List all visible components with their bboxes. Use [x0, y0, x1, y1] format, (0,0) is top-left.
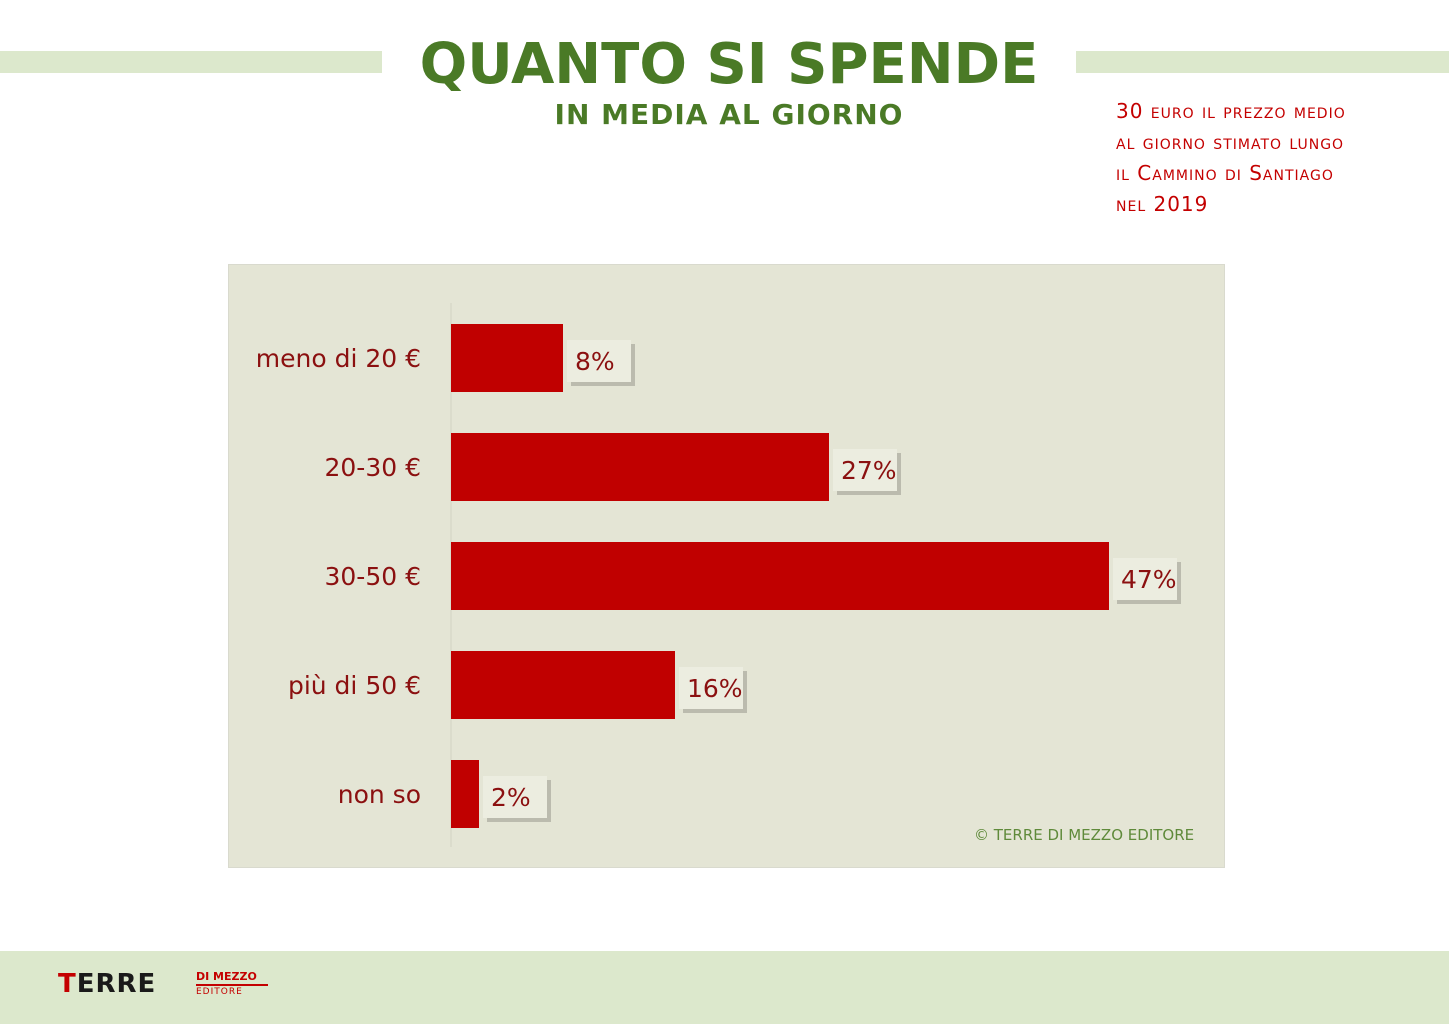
side-note-line-2: al giorno stimato lungo	[1116, 130, 1345, 154]
value-label: 8%	[575, 347, 615, 376]
logo-rest-letters: ERRE	[76, 969, 157, 999]
header-band-right	[1076, 51, 1449, 73]
side-note: 30 euro il prezzo medio al giorno stimat…	[1116, 96, 1436, 220]
category-label: non so	[338, 780, 421, 809]
page-title: QUANTO SI SPENDE	[419, 32, 1039, 97]
publisher-logo: TERRE DI MEZZO EDITORE	[58, 968, 278, 1000]
category-label: meno di 20 €	[256, 344, 421, 373]
category-label: più di 50 €	[288, 671, 421, 700]
side-note-line-1: 30 euro il prezzo medio	[1116, 99, 1346, 123]
value-label: 2%	[491, 783, 531, 812]
value-label: 16%	[687, 674, 743, 703]
side-note-line-3: il Cammino di Santiago	[1116, 161, 1334, 185]
value-label-box	[833, 449, 897, 491]
bar	[451, 651, 675, 719]
value-label-box	[567, 340, 631, 382]
bar-chart: meno di 20 € 8% 20-30 € 27% 30-50 € 47% più di…	[256, 303, 1181, 847]
logo-bar	[196, 984, 268, 986]
value-label-box	[1113, 558, 1177, 600]
bar	[451, 324, 563, 392]
value-label-box	[679, 667, 743, 709]
bar	[451, 433, 829, 501]
logo-wordmark: TERRE	[58, 969, 156, 999]
header-band-left	[0, 51, 382, 73]
value-label: 47%	[1121, 565, 1177, 594]
bar	[451, 542, 1109, 610]
bar	[451, 760, 479, 828]
footer-band	[0, 951, 1449, 1024]
logo-top-text: DI MEZZO	[196, 970, 257, 983]
logo-bottom-text: EDITORE	[196, 987, 243, 997]
chart-credit: © TERRE DI MEZZO EDITORE	[974, 826, 1195, 844]
value-label: 27%	[841, 456, 897, 485]
page-subtitle: IN MEDIA AL GIORNO	[554, 98, 904, 131]
chart-panel: meno di 20 € 8% 20-30 € 27% 30-50 € 47% più di…	[228, 264, 1225, 868]
value-label-box	[483, 776, 547, 818]
side-note-line-4: nel 2019	[1116, 192, 1209, 216]
logo-first-letter: T	[58, 969, 77, 999]
category-label: 20-30 €	[325, 453, 422, 482]
category-label: 30-50 €	[325, 562, 422, 591]
